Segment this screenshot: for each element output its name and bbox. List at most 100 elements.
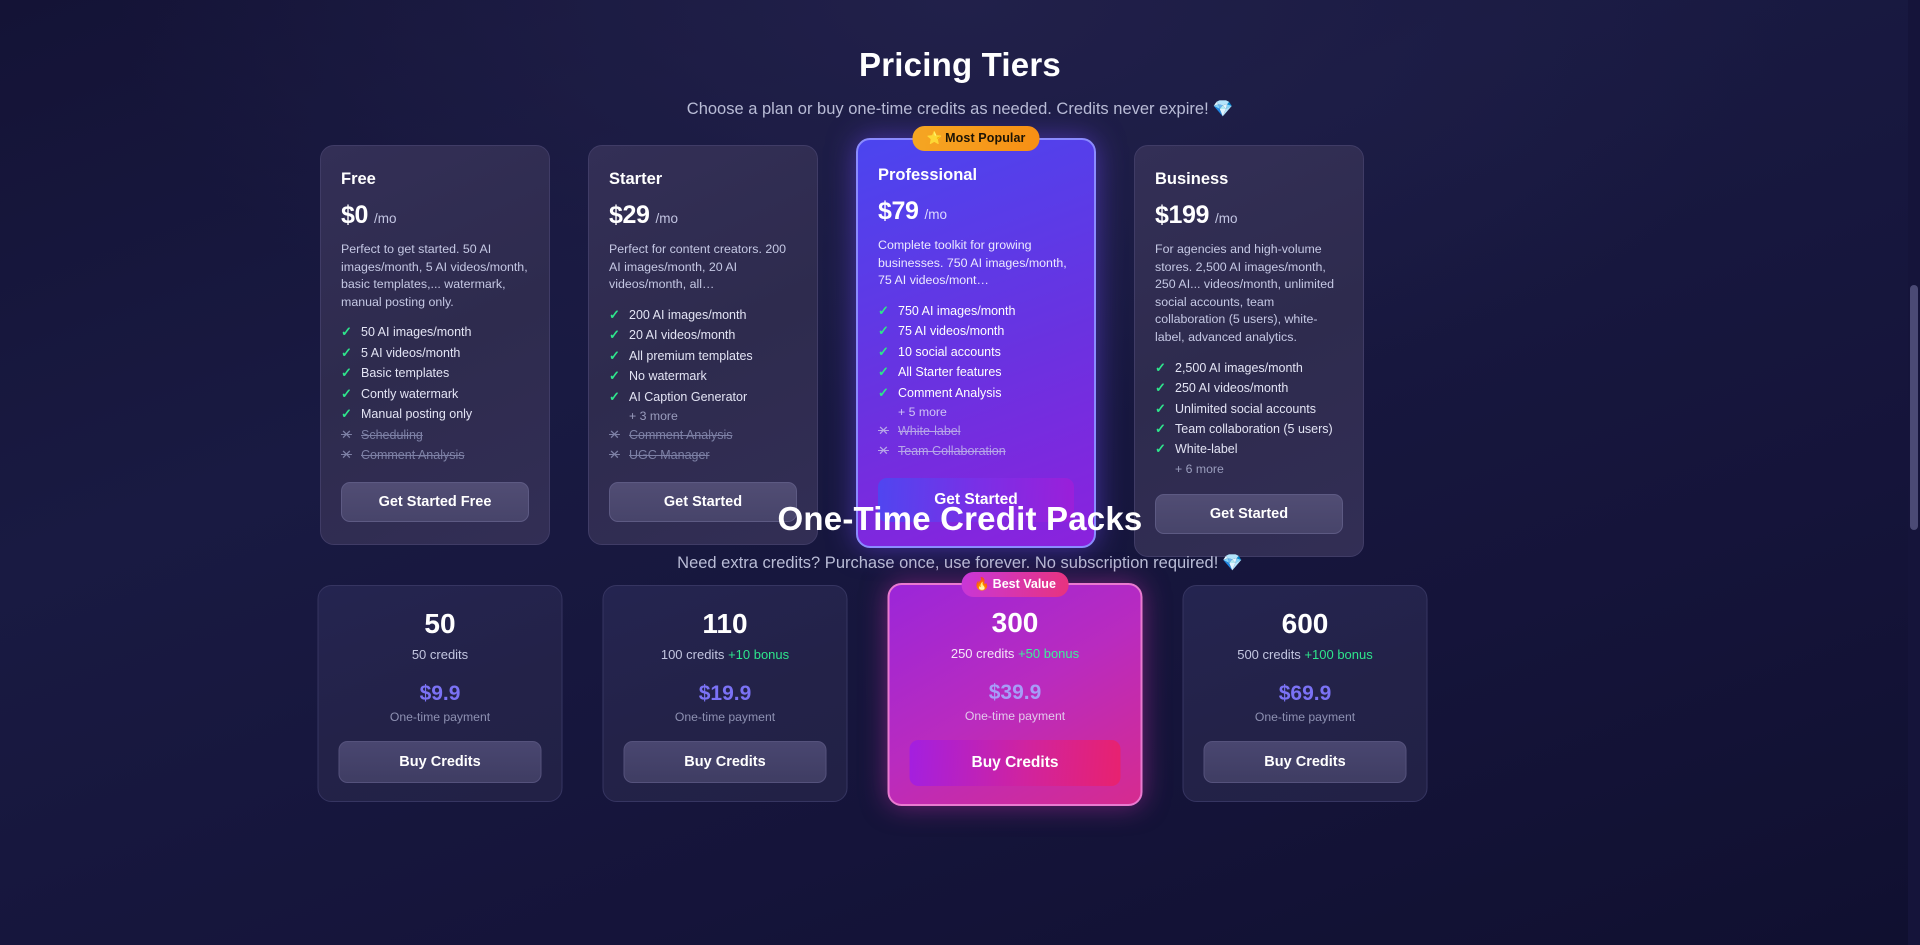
pack-payment-note: One-time payment bbox=[389, 710, 491, 725]
pack-credits: 250 credits +50 bonus bbox=[910, 646, 1121, 661]
pack-price: $39.9 bbox=[988, 681, 1042, 705]
feature-label: Team collaboration (5 users) bbox=[1175, 421, 1333, 436]
page-scrollbar[interactable] bbox=[1908, 0, 1920, 945]
cross-icon: ✕ bbox=[609, 447, 620, 463]
most-popular-badge: ⭐ Most Popular bbox=[912, 126, 1040, 151]
feature-item: ✓ Basic templates bbox=[341, 365, 529, 381]
feature-item: ✓ No watermark bbox=[609, 368, 797, 384]
feature-label: Scheduling bbox=[361, 427, 423, 442]
pack-credits: 500 credits +100 bonus bbox=[1204, 647, 1407, 662]
feature-label: All Starter features bbox=[898, 365, 1002, 380]
plan-price-row: $0/mo bbox=[341, 201, 529, 230]
plan-feature-list: ✓ 50 AI images/month ✓ 5 AI videos/month ✓ Ba… bbox=[341, 324, 529, 467]
cross-icon: ✕ bbox=[341, 426, 352, 442]
feature-label: Unlimited social accounts bbox=[1175, 401, 1317, 416]
plan-price-row: $199/mo bbox=[1155, 201, 1343, 230]
plan-description: Perfect to get started. 50 AI images/mon… bbox=[341, 242, 528, 309]
plan-description: For agencies and high-volume stores. 2,5… bbox=[1155, 242, 1335, 345]
pricing-subtitle: Choose a plan or buy one-time credits as… bbox=[0, 100, 1920, 119]
feature-label: 75 AI videos/month bbox=[898, 324, 1005, 339]
check-icon: ✓ bbox=[1155, 420, 1166, 436]
plan-name: Business bbox=[1155, 170, 1229, 188]
pack-credits: 100 credits +10 bonus bbox=[624, 647, 827, 662]
cross-icon: ✕ bbox=[609, 427, 620, 443]
buy-credits-button[interactable]: Buy Credits bbox=[623, 741, 827, 784]
more-features-label: + 5 more bbox=[898, 405, 947, 420]
feature-label: Manual posting only bbox=[361, 407, 473, 422]
pack-amount: 300 bbox=[991, 607, 1039, 638]
credit-pack-card-300: 🔥 Best Value 300 250 credits +50 bonus $39.9… bbox=[887, 572, 1143, 807]
cross-icon: ✕ bbox=[341, 447, 352, 463]
feature-label: Team Collaboration bbox=[898, 444, 1006, 459]
plan-cta-button[interactable]: Get Started bbox=[1155, 493, 1343, 534]
pack-badge-label: Best Value bbox=[992, 577, 1056, 591]
plan-cta-button[interactable]: Get Started bbox=[878, 477, 1074, 522]
feature-item: ✓ AI Caption Generator bbox=[609, 389, 797, 405]
feature-item: ✓ 5 AI videos/month bbox=[341, 345, 529, 361]
feature-item: ✓ 750 AI images/month bbox=[878, 303, 1074, 319]
gem-icon: 💎 bbox=[1222, 554, 1243, 572]
pack-price: $69.9 bbox=[1278, 682, 1332, 706]
plan-price: $199 bbox=[1155, 201, 1210, 229]
plan-price-row: $79/mo bbox=[878, 197, 1074, 226]
pack-price: $19.9 bbox=[698, 682, 752, 706]
plan-card-free: Free $0/mo Perfect to get started. 50 AI i… bbox=[320, 145, 550, 545]
check-icon: ✓ bbox=[609, 388, 620, 404]
pack-payment-note: One-time payment bbox=[964, 709, 1066, 724]
pack-payment-note: One-time payment bbox=[674, 710, 776, 725]
feature-item: ✓ 250 AI videos/month bbox=[1155, 380, 1343, 396]
pack-payment-note: One-time payment bbox=[1254, 710, 1356, 725]
plan-period: /mo bbox=[374, 211, 397, 226]
credit-pack-card-600: 600 500 credits +100 bonus $69.9 One-time p… bbox=[1182, 585, 1428, 803]
feature-label: 20 AI videos/month bbox=[629, 328, 736, 343]
credits-title: One-Time Credit Packs bbox=[777, 500, 1143, 537]
feature-label: Contly watermark bbox=[361, 386, 459, 401]
plan-feature-list: ✓ 200 AI images/month ✓ 20 AI videos/month ✓… bbox=[609, 307, 797, 468]
pack-credits-base: 250 credits bbox=[950, 646, 1015, 662]
feature-item: ✓ Team collaboration (5 users) bbox=[1155, 421, 1343, 437]
credit-pack-card-110: 110 100 credits +10 bonus $19.9 One-time pa… bbox=[602, 585, 848, 803]
feature-item: ✓ Comment Analysis bbox=[878, 385, 1074, 401]
check-icon: ✓ bbox=[1155, 380, 1166, 396]
plan-card-professional: ⭐ Most Popular Professional $79/mo Complete … bbox=[856, 126, 1096, 548]
feature-item: ✓ All premium templates bbox=[609, 348, 797, 364]
feature-item: ✓ Manual posting only bbox=[341, 406, 529, 422]
page-title: Pricing Tiers bbox=[859, 46, 1061, 83]
plan-price: $29 bbox=[609, 201, 650, 229]
feature-label: Comment Analysis bbox=[629, 428, 733, 443]
feature-item: ✓ Contly watermark bbox=[341, 386, 529, 402]
check-icon: ✓ bbox=[1155, 359, 1166, 375]
cross-icon: ✕ bbox=[878, 443, 889, 459]
plan-badge-label: Most Popular bbox=[945, 131, 1026, 145]
plan-name: Starter bbox=[609, 170, 663, 188]
check-icon: ✓ bbox=[878, 302, 889, 318]
feature-item: ✕ Comment Analysis bbox=[609, 427, 797, 443]
star-icon: ⭐ bbox=[926, 131, 943, 145]
buy-credits-button[interactable]: Buy Credits bbox=[1203, 741, 1407, 784]
buy-credits-button[interactable]: Buy Credits bbox=[338, 741, 542, 784]
feature-item: ✓ White-label bbox=[1155, 441, 1343, 457]
check-icon: ✓ bbox=[1155, 400, 1166, 416]
pricing-subtitle-text: Choose a plan or buy one-time credits as… bbox=[686, 100, 1209, 118]
feature-item: ✕ UGC Manager bbox=[609, 447, 797, 463]
pack-credits: 50 credits bbox=[339, 647, 542, 662]
check-icon: ✓ bbox=[1155, 441, 1166, 457]
plan-cta-button[interactable]: Get Started Free bbox=[341, 481, 529, 522]
plan-card-business: Business $199/mo For agencies and high-vol… bbox=[1134, 145, 1364, 557]
feature-item: ✓ 10 social accounts bbox=[878, 344, 1074, 360]
scrollbar-thumb[interactable] bbox=[1910, 285, 1918, 530]
plan-name: Free bbox=[341, 170, 376, 188]
plan-feature-list: ✓ 2,500 AI images/month ✓ 250 AI videos/mon… bbox=[1155, 360, 1343, 480]
plan-cta-button[interactable]: Get Started bbox=[609, 481, 797, 522]
feature-label: 5 AI videos/month bbox=[361, 345, 461, 360]
check-icon: ✓ bbox=[609, 306, 620, 322]
plan-period: /mo bbox=[1215, 211, 1238, 226]
feature-label: 10 social accounts bbox=[898, 344, 1001, 359]
plan-period: /mo bbox=[924, 207, 948, 222]
check-icon: ✓ bbox=[878, 384, 889, 400]
pack-amount: 50 bbox=[424, 608, 456, 639]
plan-period: /mo bbox=[655, 211, 679, 226]
check-icon: ✓ bbox=[341, 324, 352, 340]
buy-credits-button[interactable]: Buy Credits bbox=[909, 740, 1121, 787]
